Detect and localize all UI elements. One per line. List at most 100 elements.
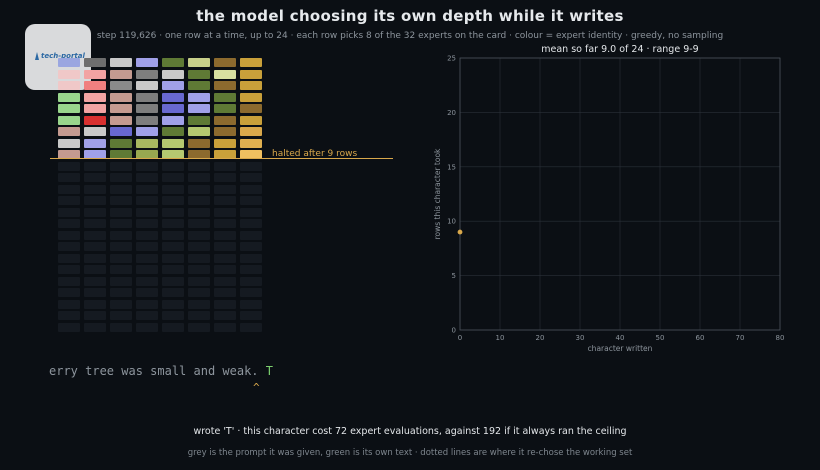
empty-cell [84,173,106,182]
x-tick-label: 10 [496,334,505,342]
expert-cell [136,58,158,67]
expert-cell [136,150,158,159]
empty-cell [188,161,210,171]
expert-cell [110,81,132,90]
empty-cell [188,242,210,251]
data-point [457,229,463,235]
expert-cell [110,58,132,67]
empty-cell [110,161,132,171]
empty-cell [240,322,262,332]
expert-cell [188,92,210,102]
expert-cell [84,104,106,113]
empty-cell [58,265,80,274]
empty-cell [136,253,158,263]
empty-cell [58,253,80,263]
y-tick-label: 20 [447,109,456,117]
x-tick-label: 40 [616,334,625,342]
empty-cell [84,299,106,309]
generated-text: T [265,364,273,378]
expert-cell [240,138,262,148]
empty-cell [188,196,210,205]
expert-cell [58,104,80,113]
empty-cell [84,207,106,217]
empty-cell [214,196,236,205]
empty-cell [84,322,106,332]
empty-cell [136,242,158,251]
expert-cell [162,58,184,67]
y-tick-label: 0 [452,327,456,335]
caret-marker: ^ [253,381,260,394]
empty-cell [240,230,262,240]
empty-cell [214,276,236,286]
page-subtitle: step 119,626 · one row at a time, up to … [96,31,724,41]
logo: tech-portal [25,24,91,90]
chart-title: mean so far 9.0 of 24 · range 9-9 [541,44,699,55]
empty-cell [188,276,210,286]
y-axis-label: rows this character took [433,148,442,239]
expert-cell [214,81,236,90]
logo-text: tech-portal [41,52,85,60]
expert-cell [188,150,210,159]
empty-cell [136,173,158,182]
empty-cell [188,184,210,194]
empty-cell [110,242,132,251]
empty-cell [58,276,80,286]
expert-cell [84,69,106,79]
expert-cell [84,115,106,125]
written-text: erry tree was small and weak. T [49,364,273,378]
empty-cell [162,276,184,286]
expert-cell [162,138,184,148]
expert-cell [162,81,184,90]
empty-cell [214,184,236,194]
empty-cell [84,276,106,286]
empty-cell [136,299,158,309]
page-title: the model choosing its own depth while i… [196,7,624,25]
x-tick-label: 30 [576,334,585,342]
prompt-text: erry tree was small and weak. [49,364,266,378]
empty-cell [110,276,132,286]
empty-cell [110,288,132,297]
empty-cell [58,196,80,205]
empty-cell [84,265,106,274]
empty-cell [58,230,80,240]
empty-cell [240,184,262,194]
expert-cell [188,138,210,148]
expert-cell [214,92,236,102]
empty-cell [214,322,236,332]
empty-cell [214,311,236,320]
empty-cell [162,288,184,297]
footer-legend: grey is the prompt it was given, green i… [187,448,633,458]
empty-cell [214,219,236,228]
empty-cell [240,173,262,182]
empty-cell [240,196,262,205]
footer-status: wrote 'T' · this character cost 72 exper… [193,426,627,437]
x-tick-label: 50 [656,334,665,342]
expert-cell [214,150,236,159]
empty-cell [214,207,236,217]
expert-cell [110,104,132,113]
x-tick-label: 70 [736,334,745,342]
empty-cell [110,265,132,274]
empty-cell [162,299,184,309]
empty-cell [136,288,158,297]
y-tick-label: 25 [447,55,456,63]
x-tick-label: 80 [776,334,785,342]
empty-cell [84,196,106,205]
empty-cell [110,173,132,182]
expert-cell [188,81,210,90]
expert-cell [188,115,210,125]
x-tick-label: 0 [458,334,462,342]
y-tick-label: 10 [447,218,456,226]
expert-cell [110,138,132,148]
empty-cell [110,184,132,194]
expert-cell [110,115,132,125]
empty-cell [84,242,106,251]
expert-cell [188,58,210,67]
expert-cell [58,138,80,148]
expert-cell [58,58,80,67]
empty-cell [84,184,106,194]
expert-cell [188,104,210,113]
empty-cell [110,219,132,228]
expert-cell [162,127,184,136]
empty-cell [58,219,80,228]
